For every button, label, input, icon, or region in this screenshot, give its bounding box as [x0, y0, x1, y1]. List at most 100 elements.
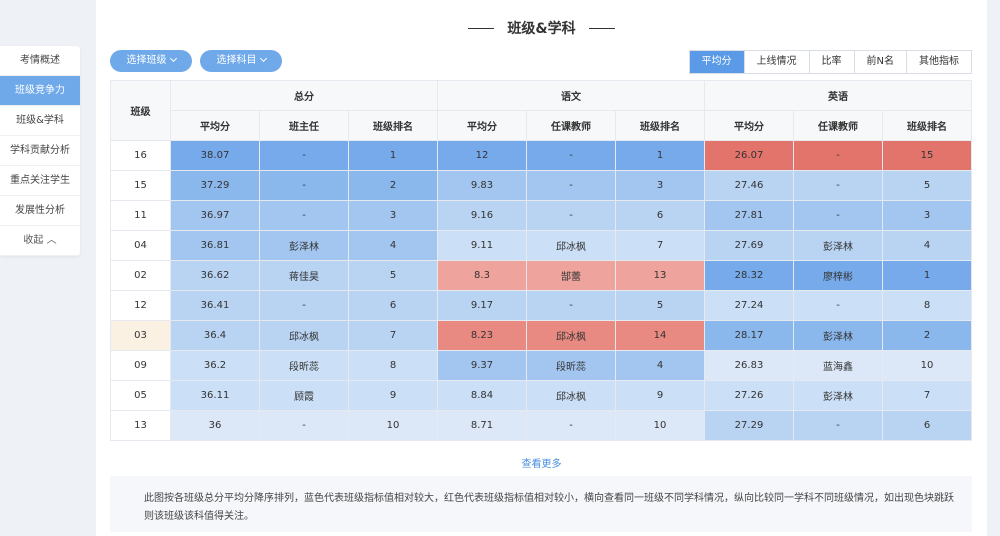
class-cell: 13	[110, 410, 171, 441]
average-cell: 9.83	[437, 170, 527, 201]
rank-cell: 9	[348, 380, 438, 411]
teacher-cell: -	[526, 410, 616, 441]
header-total-average: 平均分	[170, 110, 260, 141]
table-row: 13 36-10 8.71-10 27.29-6	[110, 410, 972, 441]
class-subject-table: 班级 总分 语文 英语 平均分 班主任 班级排名 平均分 任课教师 班级排名 平…	[110, 80, 972, 441]
rank-cell: 2	[348, 170, 438, 201]
average-cell: 9.16	[437, 200, 527, 231]
rank-cell: 8	[882, 290, 972, 321]
teacher-cell: -	[526, 200, 616, 231]
rank-cell: 6	[615, 200, 705, 231]
header-class: 班级	[110, 80, 171, 141]
select-class-button[interactable]: 选择班级	[110, 50, 192, 72]
rank-cell: 1	[882, 260, 972, 291]
rank-cell: 14	[615, 320, 705, 351]
rank-cell: 7	[615, 230, 705, 261]
table-row: 04 36.81 彭泽林 4 9.11 邱冰枫 7 27.69 彭泽林 4	[110, 230, 972, 261]
rank-cell: 5	[348, 260, 438, 291]
teacher-cell: 邱冰枫	[526, 230, 616, 261]
teacher-cell: -	[259, 170, 349, 201]
tab-online[interactable]: 上线情况	[743, 51, 809, 73]
rank-cell: 1	[348, 140, 438, 171]
class-cell: 12	[110, 290, 171, 321]
sidebar-item-development[interactable]: 发展性分析	[0, 196, 80, 226]
table-row: 05 36.11 顾霞 9 8.84 邱冰枫 9 27.26 彭泽林 7	[110, 380, 972, 411]
teacher-cell: 彭泽林	[793, 230, 883, 261]
sidebar-item-key-students[interactable]: 重点关注学生	[0, 166, 80, 196]
section-header: 班级&学科	[96, 18, 987, 38]
header-chinese-average: 平均分	[437, 110, 527, 141]
average-cell: 8.3	[437, 260, 527, 291]
rank-cell: 4	[348, 230, 438, 261]
table-row: 02 36.62 蒋佳昊 5 8.3 郜蕾 13 28.32 廖梓彬 1	[110, 260, 972, 291]
average-cell: 8.23	[437, 320, 527, 351]
rank-cell: 4	[882, 230, 972, 261]
rank-cell: 4	[615, 350, 705, 381]
class-cell: 15	[110, 170, 171, 201]
tab-other-metrics[interactable]: 其他指标	[906, 51, 971, 73]
teacher-cell: -	[526, 140, 616, 171]
average-cell: 9.37	[437, 350, 527, 381]
teacher-cell: -	[259, 290, 349, 321]
rank-cell: 6	[882, 410, 972, 441]
header-group-total: 总分	[170, 80, 438, 111]
teacher-cell: 蒋佳昊	[259, 260, 349, 291]
teacher-cell: 顾霞	[259, 380, 349, 411]
select-subject-button[interactable]: 选择科目	[200, 50, 282, 72]
teacher-cell: -	[526, 290, 616, 321]
rank-cell: 7	[348, 320, 438, 351]
average-cell: 26.83	[704, 350, 794, 381]
teacher-cell: -	[793, 200, 883, 231]
teacher-cell: -	[259, 200, 349, 231]
average-cell: 27.81	[704, 200, 794, 231]
tab-average[interactable]: 平均分	[689, 51, 744, 73]
chart-description: 此图按各班级总分平均分降序排列，蓝色代表班级指标值相对较大，红色代表班级指标值相…	[110, 476, 972, 532]
chevron-down-icon	[169, 54, 177, 63]
teacher-cell: 邱冰枫	[526, 380, 616, 411]
sidebar-item-class-competitiveness[interactable]: 班级竞争力	[0, 76, 80, 106]
sidebar-item-class-subject[interactable]: 班级&学科	[0, 106, 80, 136]
sidebar-item-subject-contribution[interactable]: 学科贡献分析	[0, 136, 80, 166]
rank-cell: 3	[882, 200, 972, 231]
tab-top-n[interactable]: 前N名	[853, 51, 906, 73]
collapse-label: 收起	[23, 235, 44, 246]
rank-cell: 1	[615, 140, 705, 171]
average-cell: 36	[170, 410, 260, 441]
teacher-cell: 彭泽林	[259, 230, 349, 261]
teacher-cell: 廖梓彬	[793, 260, 883, 291]
average-cell: 36.4	[170, 320, 260, 351]
class-cell: 03	[110, 320, 171, 351]
teacher-cell: 彭泽林	[793, 320, 883, 351]
chevron-down-icon	[259, 54, 267, 63]
teacher-cell: -	[259, 410, 349, 441]
header-english-teacher: 任课教师	[793, 110, 883, 141]
section-title: 班级&学科	[507, 21, 576, 37]
teacher-cell: -	[793, 410, 883, 441]
main-panel: 班级&学科 选择班级 选择科目 平均分 上线情况 比率 前N名 其他指标 班级 …	[96, 0, 987, 536]
header-english-rank: 班级排名	[882, 110, 972, 141]
average-cell: 36.41	[170, 290, 260, 321]
class-cell: 02	[110, 260, 171, 291]
teacher-cell: 郜蕾	[526, 260, 616, 291]
sidebar-collapse-button[interactable]: 收起 ︿	[0, 226, 80, 256]
average-cell: 28.17	[704, 320, 794, 351]
rank-cell: 3	[615, 170, 705, 201]
table-row: 11 36.97-3 9.16-6 27.81-3	[110, 200, 972, 231]
rank-cell: 13	[615, 260, 705, 291]
class-cell: 16	[110, 140, 171, 171]
average-cell: 36.2	[170, 350, 260, 381]
average-cell: 27.69	[704, 230, 794, 261]
header-total-teacher: 班主任	[259, 110, 349, 141]
average-cell: 36.11	[170, 380, 260, 411]
tab-ratio[interactable]: 比率	[808, 51, 854, 73]
average-cell: 27.24	[704, 290, 794, 321]
average-cell: 12	[437, 140, 527, 171]
select-subject-label: 选择科目	[216, 55, 257, 66]
class-cell: 05	[110, 380, 171, 411]
rank-cell: 6	[348, 290, 438, 321]
class-cell: 11	[110, 200, 171, 231]
sidebar-item-exam-overview[interactable]: 考情概述	[0, 46, 80, 76]
header-group-chinese: 语文	[437, 80, 705, 111]
average-cell: 36.97	[170, 200, 260, 231]
view-more-link[interactable]: 查看更多	[521, 459, 562, 470]
